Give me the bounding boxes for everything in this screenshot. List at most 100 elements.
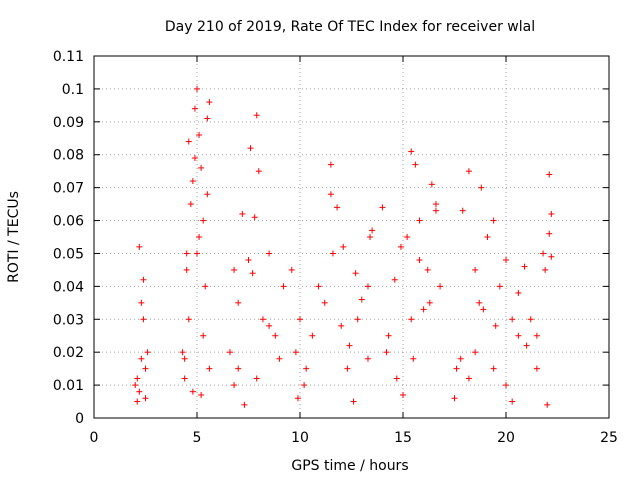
- data-point: [206, 99, 213, 106]
- data-point: [412, 161, 419, 168]
- data-point: [134, 375, 141, 382]
- y-tick-label: 0.09: [53, 115, 84, 131]
- data-point: [476, 299, 483, 306]
- data-point: [276, 355, 283, 362]
- data-point: [457, 355, 464, 362]
- data-point: [321, 299, 328, 306]
- data-point: [521, 263, 528, 270]
- data-point: [546, 171, 553, 178]
- x-tick-label: 10: [291, 430, 309, 446]
- y-axis-label: ROTI / TECUs: [6, 191, 22, 283]
- data-point: [352, 270, 359, 277]
- data-point: [451, 395, 458, 402]
- data-point: [472, 349, 479, 356]
- data-point: [266, 322, 273, 329]
- data-point: [204, 115, 211, 122]
- grid-lines: [94, 56, 609, 418]
- data-point: [472, 266, 479, 273]
- data-point: [546, 230, 553, 237]
- data-point: [465, 375, 472, 382]
- data-point: [140, 276, 147, 283]
- plot-frame: [93, 55, 610, 419]
- data-point: [533, 332, 540, 339]
- data-point: [138, 299, 145, 306]
- data-point: [327, 191, 334, 198]
- data-point: [548, 253, 555, 260]
- data-point: [408, 316, 415, 323]
- data-point: [364, 283, 371, 290]
- data-point: [344, 365, 351, 372]
- data-point: [358, 296, 365, 303]
- data-point: [420, 306, 427, 313]
- data-point: [327, 161, 334, 168]
- data-point: [340, 243, 347, 250]
- data-point: [297, 316, 303, 323]
- chart-title: Day 210 of 2019, Rate Of TEC Index for r…: [165, 19, 535, 35]
- data-point: [391, 276, 398, 283]
- data-point: [465, 168, 472, 175]
- data-point: [303, 365, 310, 372]
- data-point: [509, 398, 516, 405]
- data-point: [364, 355, 371, 362]
- data-point: [533, 365, 540, 372]
- data-point: [334, 204, 341, 211]
- data-point: [484, 234, 491, 240]
- data-point: [181, 355, 188, 362]
- data-point: [231, 382, 238, 389]
- data-point: [523, 342, 530, 349]
- data-point: [253, 375, 260, 382]
- data-point: [235, 299, 242, 306]
- data-point: [292, 349, 299, 356]
- axis-ticks: [93, 55, 610, 419]
- data-point: [393, 375, 400, 382]
- data-point: [397, 243, 404, 250]
- data-point: [144, 349, 151, 356]
- data-point: [350, 398, 357, 405]
- data-point: [136, 243, 143, 250]
- data-point: [280, 283, 287, 290]
- data-point: [183, 250, 190, 257]
- y-tick-label: 0.04: [53, 279, 84, 295]
- data-point: [515, 332, 522, 339]
- y-tick-label: 0.03: [53, 312, 84, 328]
- y-tick-label: 0.11: [53, 49, 84, 65]
- data-point: [204, 191, 211, 198]
- data-point: [437, 283, 444, 290]
- data-point: [453, 365, 460, 372]
- data-point: [272, 332, 279, 339]
- data-point: [404, 234, 411, 240]
- data-point: [194, 85, 200, 92]
- x-tick-label: 5: [193, 430, 202, 446]
- data-point: [548, 210, 555, 217]
- data-point: [194, 250, 200, 257]
- data-point: [503, 382, 509, 389]
- data-point: [266, 250, 273, 257]
- data-point: [198, 391, 205, 398]
- data-point: [369, 227, 376, 234]
- data-point: [480, 306, 487, 313]
- data-point: [202, 283, 209, 290]
- data-point: [496, 283, 503, 290]
- data-point: [142, 395, 149, 402]
- data-point: [294, 395, 301, 402]
- data-point: [509, 316, 516, 323]
- data-point: [226, 349, 233, 356]
- data-point: [140, 316, 147, 323]
- x-axis-label: GPS time / hours: [291, 458, 408, 474]
- data-point: [206, 365, 213, 372]
- y-tick-label: 0.08: [53, 148, 84, 164]
- y-tick-label: 0.02: [53, 345, 84, 361]
- data-point: [478, 184, 485, 191]
- y-tick-label: 0.07: [53, 181, 84, 197]
- data-point: [383, 349, 390, 356]
- data-point: [544, 401, 551, 408]
- data-point: [367, 234, 374, 240]
- data-point: [198, 164, 205, 171]
- data-point: [200, 332, 207, 339]
- data-point: [408, 148, 415, 155]
- data-point: [432, 207, 439, 214]
- data-point: [490, 365, 497, 372]
- data-point: [346, 342, 353, 349]
- data-point: [249, 270, 256, 277]
